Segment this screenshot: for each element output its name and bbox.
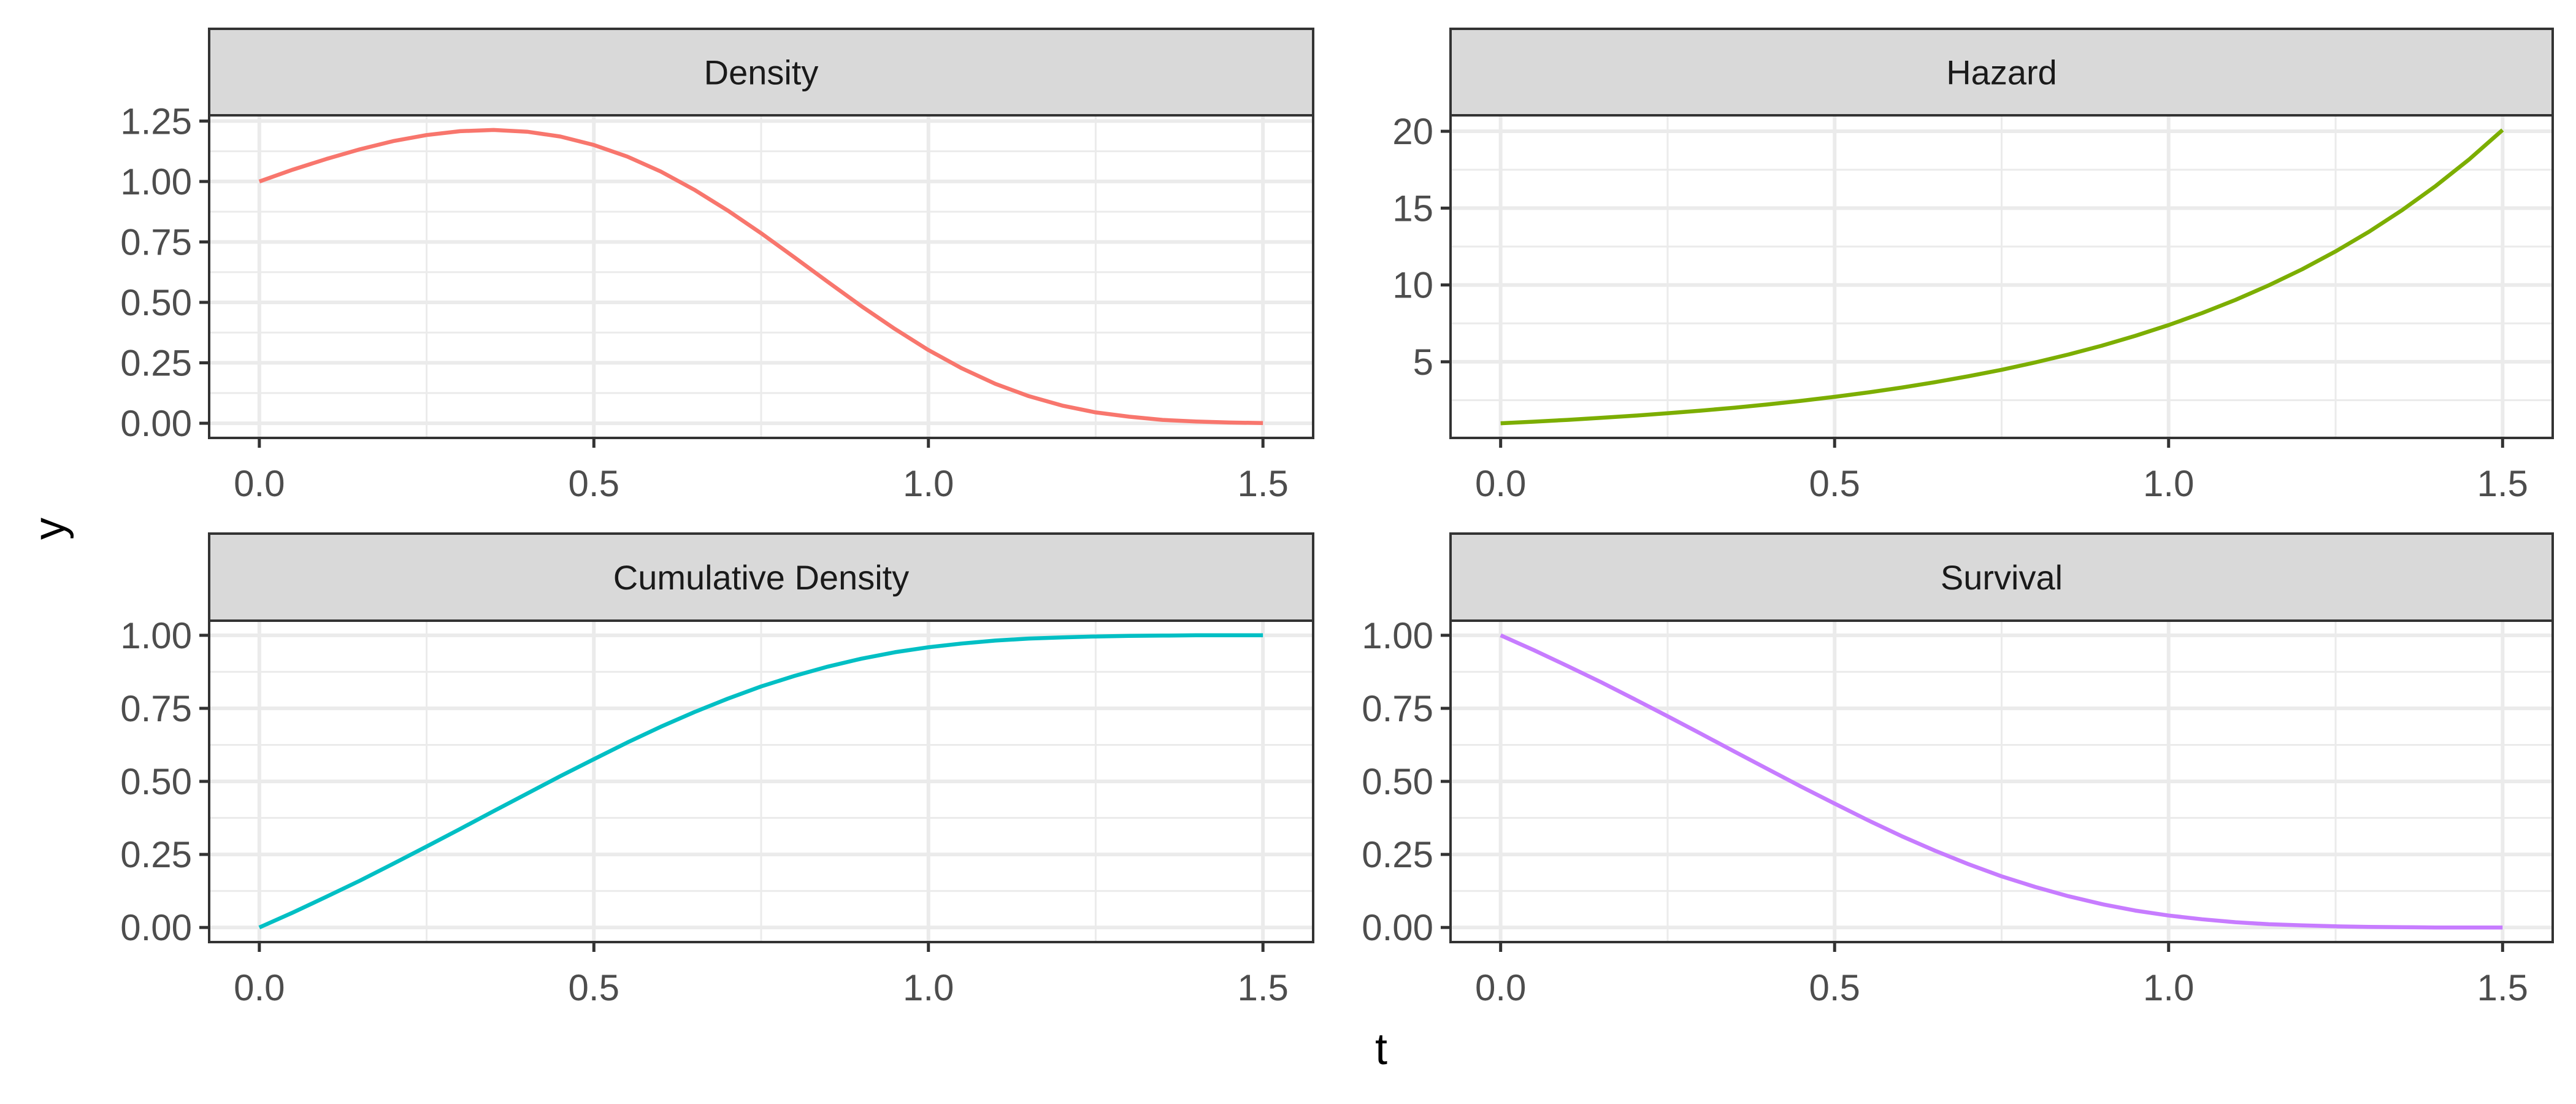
y-tick-label: 0.50 bbox=[1362, 761, 1433, 802]
panel-hazard: Hazard 5 10 15 20 0.0 0.5 1.0 1.5 bbox=[1392, 28, 2554, 504]
x-tick-label: 1.5 bbox=[1237, 967, 1288, 1008]
y-tick-label: 0.75 bbox=[120, 221, 192, 263]
x-tick-label: 0.0 bbox=[234, 463, 285, 504]
y-tick-label: 1.00 bbox=[1362, 615, 1433, 656]
y-tick-label: 0.75 bbox=[1362, 688, 1433, 729]
panel-cumulative-density: Cumulative Density 0.00 0.25 0.50 0.75 1.00 0.… bbox=[120, 532, 1314, 1008]
x-tick-label: 0.5 bbox=[1809, 463, 1860, 504]
y-tick-label: 5 bbox=[1413, 342, 1433, 383]
x-tick-label: 1.0 bbox=[2143, 967, 2194, 1008]
y-tick-label: 0.25 bbox=[120, 834, 192, 875]
facet-strip bbox=[1449, 28, 2554, 117]
x-tick-label: 1.5 bbox=[2477, 967, 2528, 1008]
y-tick-label: 0.50 bbox=[120, 282, 192, 323]
y-tick-label: 1.25 bbox=[120, 101, 192, 142]
x-tick-label: 1.5 bbox=[1237, 463, 1288, 504]
facet-strip bbox=[1449, 532, 2554, 622]
y-tick-label: 1.00 bbox=[120, 161, 192, 202]
y-tick-label: 0.00 bbox=[1362, 907, 1433, 948]
panel-survival: Survival 0.00 0.25 0.50 0.75 1.00 0.0 0.5 1.0 1.5 bbox=[1362, 532, 2554, 1008]
y-tick-label: 0.00 bbox=[120, 907, 192, 948]
y-tick-label: 1.00 bbox=[120, 615, 192, 656]
series-line-hazard bbox=[1500, 128, 2504, 426]
x-axis-title: t bbox=[1375, 1025, 1387, 1074]
facet-strip-label: Cumulative Density bbox=[613, 558, 909, 597]
facet-strip bbox=[208, 28, 1314, 117]
y-tick-label: 10 bbox=[1392, 265, 1433, 306]
series-line-survival bbox=[1500, 633, 2503, 930]
x-tick-label: 1.0 bbox=[903, 463, 954, 504]
x-tick-label: 0.0 bbox=[234, 967, 285, 1008]
series-line-cumulative-density bbox=[258, 633, 1263, 930]
facet-strip-label: Hazard bbox=[1946, 53, 2057, 92]
x-tick-label: 1.0 bbox=[2143, 463, 2194, 504]
x-tick-label: 0.5 bbox=[569, 463, 619, 504]
series-line-density bbox=[258, 128, 1263, 425]
y-tick-label: 20 bbox=[1392, 111, 1433, 152]
x-tick-label: 0.0 bbox=[1475, 463, 1526, 504]
y-tick-label: 0.00 bbox=[120, 403, 192, 444]
y-tick-label: 15 bbox=[1392, 188, 1433, 229]
x-tick-label: 1.5 bbox=[2477, 463, 2528, 504]
y-tick-label: 0.75 bbox=[120, 688, 192, 729]
y-axis-title: y bbox=[25, 518, 74, 540]
x-tick-label: 1.0 bbox=[903, 967, 954, 1008]
facet-strip bbox=[208, 532, 1314, 622]
facet-strip-label: Survival bbox=[1941, 558, 2063, 597]
facet-strip-label: Density bbox=[704, 53, 819, 92]
panel-density: Density 0.00 0.25 0.50 0.75 1.00 1.25 0.0 0.5 1.0… bbox=[120, 28, 1314, 504]
x-tick-label: 0.5 bbox=[1809, 967, 1860, 1008]
y-tick-label: 0.50 bbox=[120, 761, 192, 802]
x-tick-label: 0.0 bbox=[1475, 967, 1526, 1008]
y-tick-label: 0.25 bbox=[120, 343, 192, 384]
y-tick-label: 0.25 bbox=[1362, 834, 1433, 875]
x-tick-label: 0.5 bbox=[569, 967, 619, 1008]
